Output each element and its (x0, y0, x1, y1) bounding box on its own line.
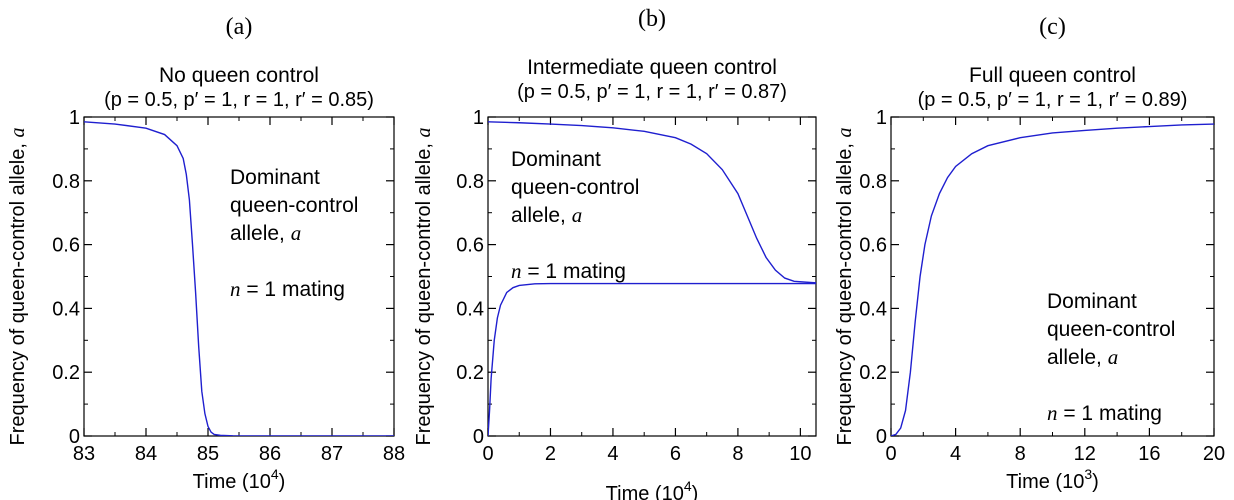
annotation-line: n = 1 mating (1047, 401, 1162, 425)
y-tick-label: 0.2 (859, 362, 887, 384)
chart-title: Intermediate queen control (527, 56, 777, 79)
annotation-line: Dominant (511, 148, 601, 171)
annotation-line: allele, a (511, 203, 582, 227)
y-tick-label: 1 (876, 107, 887, 129)
y-tick-label: 0.4 (52, 298, 80, 320)
x-tick-label: 4 (950, 443, 961, 465)
y-tick-label: 0.6 (456, 235, 484, 257)
annotation-line: n = 1 mating (230, 277, 345, 301)
y-tick-label: 1 (473, 107, 484, 129)
y-tick-label: 0.8 (52, 171, 80, 193)
panel-3: (c) Full queen control(p = 0.5, p′ = 1, r… (834, 14, 1225, 493)
chart-params: (p = 0.5, p′ = 1, r = 1, r′ = 0.89) (918, 89, 1188, 111)
chart-title: Full queen control (969, 64, 1136, 87)
x-tick-label: 88 (383, 443, 405, 465)
y-tick-label: 0.8 (456, 171, 484, 193)
panel-label: (c) (1039, 14, 1066, 40)
x-tick-label: 20 (1203, 443, 1225, 465)
annotation-line: queen-control (511, 176, 639, 199)
annotation-line: queen-control (230, 194, 358, 217)
x-axis-label: Time (104) (606, 478, 699, 500)
series-line-1 (84, 121, 394, 436)
panel-1: (a) No queen control(p = 0.5, p′ = 1, r =… (7, 14, 405, 493)
y-axis-label: Frequency of queen-control allele, a (413, 128, 435, 446)
x-tick-label: 85 (197, 443, 219, 465)
y-tick-label: 0 (473, 426, 484, 448)
x-tick-label: 4 (607, 443, 618, 465)
panel-2: (b) Intermediate queen control(p = 0.5, p… (413, 6, 817, 500)
y-tick-label: 0.2 (52, 362, 80, 384)
series-line-2 (488, 282, 816, 436)
y-axis-label: Frequency of queen-control allele, a (834, 128, 856, 446)
y-tick-label: 0.4 (859, 298, 887, 320)
y-tick-label: 0 (69, 426, 80, 448)
plot-frame (890, 116, 1215, 437)
y-axis-label: Frequency of queen-control allele, a (7, 128, 29, 446)
annotation-line: Dominant (1047, 290, 1137, 313)
x-tick-label: 8 (1015, 443, 1026, 465)
x-tick-label: 8 (732, 443, 743, 465)
y-tick-label: 0 (876, 426, 887, 448)
x-tick-label: 83 (73, 443, 95, 465)
x-tick-label: 84 (135, 443, 157, 465)
x-tick-label: 0 (482, 443, 493, 465)
series-line-1 (488, 121, 816, 284)
y-tick-label: 0.2 (456, 362, 484, 384)
annotation-line: n = 1 mating (511, 259, 626, 283)
annotation-line: queen-control (1047, 318, 1175, 341)
y-tick-label: 0.8 (859, 171, 887, 193)
annotation-line: Dominant (230, 166, 320, 189)
y-tick-label: 0.4 (456, 298, 484, 320)
annotation-line: allele, a (230, 221, 301, 245)
x-tick-label: 0 (885, 443, 896, 465)
x-tick-label: 86 (259, 443, 281, 465)
x-tick-label: 6 (670, 443, 681, 465)
series-line-1 (891, 123, 1214, 436)
chart-title: No queen control (159, 64, 319, 87)
chart-params: (p = 0.5, p′ = 1, r = 1, r′ = 0.87) (517, 81, 787, 103)
panel-label: (b) (638, 6, 666, 32)
y-tick-label: 0.6 (859, 235, 887, 257)
y-tick-label: 1 (69, 107, 80, 129)
chart-params: (p = 0.5, p′ = 1, r = 1, r′ = 0.85) (104, 89, 374, 111)
x-tick-label: 2 (545, 443, 556, 465)
x-tick-label: 10 (789, 443, 811, 465)
y-tick-label: 0.6 (52, 235, 80, 257)
panel-label: (a) (226, 14, 253, 40)
x-axis-label: Time (104) (193, 466, 286, 493)
x-tick-label: 87 (321, 443, 343, 465)
x-tick-label: 16 (1138, 443, 1160, 465)
x-axis-label: Time (103) (1006, 466, 1099, 493)
x-tick-label: 12 (1074, 443, 1096, 465)
annotation-line: allele, a (1047, 345, 1118, 369)
